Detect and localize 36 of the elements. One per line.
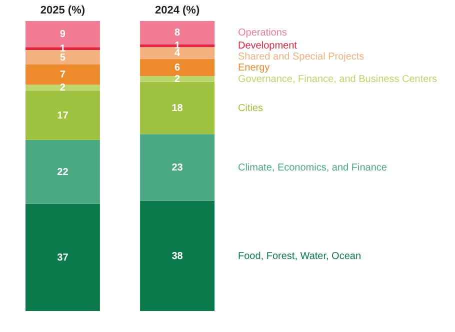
text: Energy bbox=[238, 62, 270, 74]
text: Development bbox=[238, 40, 298, 52]
text: Food, Forest, Water, Ocean bbox=[238, 250, 362, 262]
x-tick-label: 2025 (%) bbox=[40, 4, 86, 16]
data-label: 22 bbox=[57, 166, 69, 178]
bar bbox=[140, 76, 215, 82]
data-label: 5 bbox=[60, 52, 66, 64]
data-label: 2 bbox=[60, 82, 66, 94]
x-tick-label: 2024 (%) bbox=[154, 4, 200, 16]
data-label: 17 bbox=[57, 110, 69, 122]
bar bbox=[25, 84, 100, 91]
data-label: 9 bbox=[60, 29, 66, 40]
text: Climate, Economics, and Finance bbox=[238, 162, 388, 174]
bar bbox=[25, 90, 100, 140]
data-label: 23 bbox=[172, 162, 184, 174]
data-label: 4 bbox=[174, 48, 181, 59]
text: Governance, Finance, and Business Centers bbox=[238, 74, 437, 85]
text: Shared and Special Projects bbox=[238, 52, 364, 63]
bar bbox=[140, 200, 215, 311]
data-label: 18 bbox=[172, 103, 184, 114]
data-label: 37 bbox=[57, 252, 69, 264]
bar bbox=[25, 64, 100, 85]
data-label: 8 bbox=[174, 28, 181, 39]
bar bbox=[25, 140, 100, 204]
data-label: 6 bbox=[174, 62, 181, 74]
data-label: 38 bbox=[172, 250, 184, 262]
data-label: 2 bbox=[174, 74, 181, 85]
text: Cities bbox=[238, 103, 264, 114]
bar bbox=[140, 47, 215, 59]
data-label: 7 bbox=[60, 70, 66, 81]
bar bbox=[140, 134, 215, 201]
bar bbox=[25, 50, 100, 64]
bar bbox=[25, 204, 100, 311]
text: Operations bbox=[238, 28, 287, 39]
bar bbox=[140, 82, 215, 134]
bar bbox=[140, 58, 215, 76]
